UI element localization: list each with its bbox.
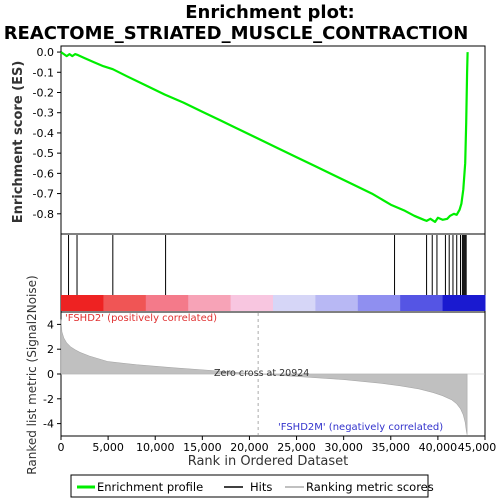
legend-ranking-label: Ranking metric scores	[306, 480, 434, 494]
bottom-y-tick-label: -4	[43, 418, 54, 431]
heatmap-band	[145, 295, 189, 311]
heatmap-band	[61, 295, 104, 311]
bottom-y-tick-label: -2	[43, 393, 54, 406]
enrichment-profile-line	[60, 51, 469, 223]
zero-cross-annotation: Zero cross at 20924	[214, 368, 309, 379]
heatmap-band	[273, 295, 316, 311]
ranking-metric-series	[60, 319, 468, 435]
x-tick-label: 35,000	[372, 441, 411, 454]
heatmap-band	[357, 295, 401, 311]
rank-heatmap-bar	[61, 295, 486, 311]
top-panel-ticks: 0.0 -0.1 -0.2 -0.3 -0.4 -0.5 -0.6 -0.7 -0.8	[33, 46, 61, 221]
heatmap-band	[315, 295, 359, 311]
top-y-tick-label: -0.2	[33, 86, 54, 99]
ranking-metric-area: -4 -2 0 2 4	[43, 313, 485, 435]
heatmap-band	[400, 295, 444, 311]
top-y-tick-label: -0.1	[33, 66, 54, 79]
x-tick-label: 10,000	[136, 441, 175, 454]
positive-correlation-annotation: 'FSHD2' (positively correlated)	[65, 313, 217, 324]
legend-hits-label: Hits	[250, 480, 272, 494]
heatmap-band	[442, 295, 486, 311]
x-tick-label: 0	[58, 441, 65, 454]
legend-box	[70, 474, 429, 498]
legend: Enrichment profile Hits Ranking metric s…	[70, 474, 434, 498]
x-tick-label: 30,000	[324, 441, 363, 454]
negative-correlation-annotation: 'FSHD2M' (negatively correlated)	[278, 422, 443, 433]
x-tick-label: 5,000	[92, 441, 124, 454]
heatmap-band	[230, 295, 274, 311]
chart-title-line-2: REACTOME_STRIATED_MUSCLE_CONTRACTION	[4, 23, 469, 44]
top-y-tick-label: -0.8	[33, 208, 54, 221]
top-y-tick-label: -0.3	[33, 107, 54, 120]
bottom-y-tick-label: 2	[47, 343, 54, 356]
top-y-axis-label: Enrichment score (ES)	[11, 61, 26, 224]
legend-enrichment-label: Enrichment profile	[97, 480, 203, 494]
heatmap-band	[103, 295, 147, 311]
heatmap-band	[188, 295, 232, 311]
hit-lines	[68, 235, 467, 295]
x-axis: 0 5,000 10,000 15,000 20,000 25,000 30,000 35,0…	[58, 436, 497, 454]
bottom-y-tick-label: 4	[47, 318, 54, 331]
bottom-y-tick-label: 0	[47, 368, 54, 381]
bottom-y-axis-label: Ranked list metric (Signal2Noise)	[25, 275, 39, 474]
top-y-tick-label: -0.5	[33, 147, 54, 160]
x-tick-label: 20,000	[230, 441, 269, 454]
top-y-tick-label: -0.7	[33, 188, 54, 201]
top-y-tick-label: 0.0	[37, 46, 55, 59]
x-tick-label: 40,000	[419, 441, 458, 454]
top-y-tick-label: -0.6	[33, 167, 54, 180]
x-axis-label: Rank in Ordered Dataset	[188, 454, 349, 469]
top-y-tick-label: -0.4	[33, 127, 54, 140]
x-tick-label: 45,000	[458, 441, 497, 454]
x-tick-label: 25,000	[277, 441, 316, 454]
enrichment-profile-series	[60, 51, 469, 223]
chart-title-line-1: Enrichment plot:	[185, 2, 355, 23]
x-tick-label: 15,000	[183, 441, 222, 454]
